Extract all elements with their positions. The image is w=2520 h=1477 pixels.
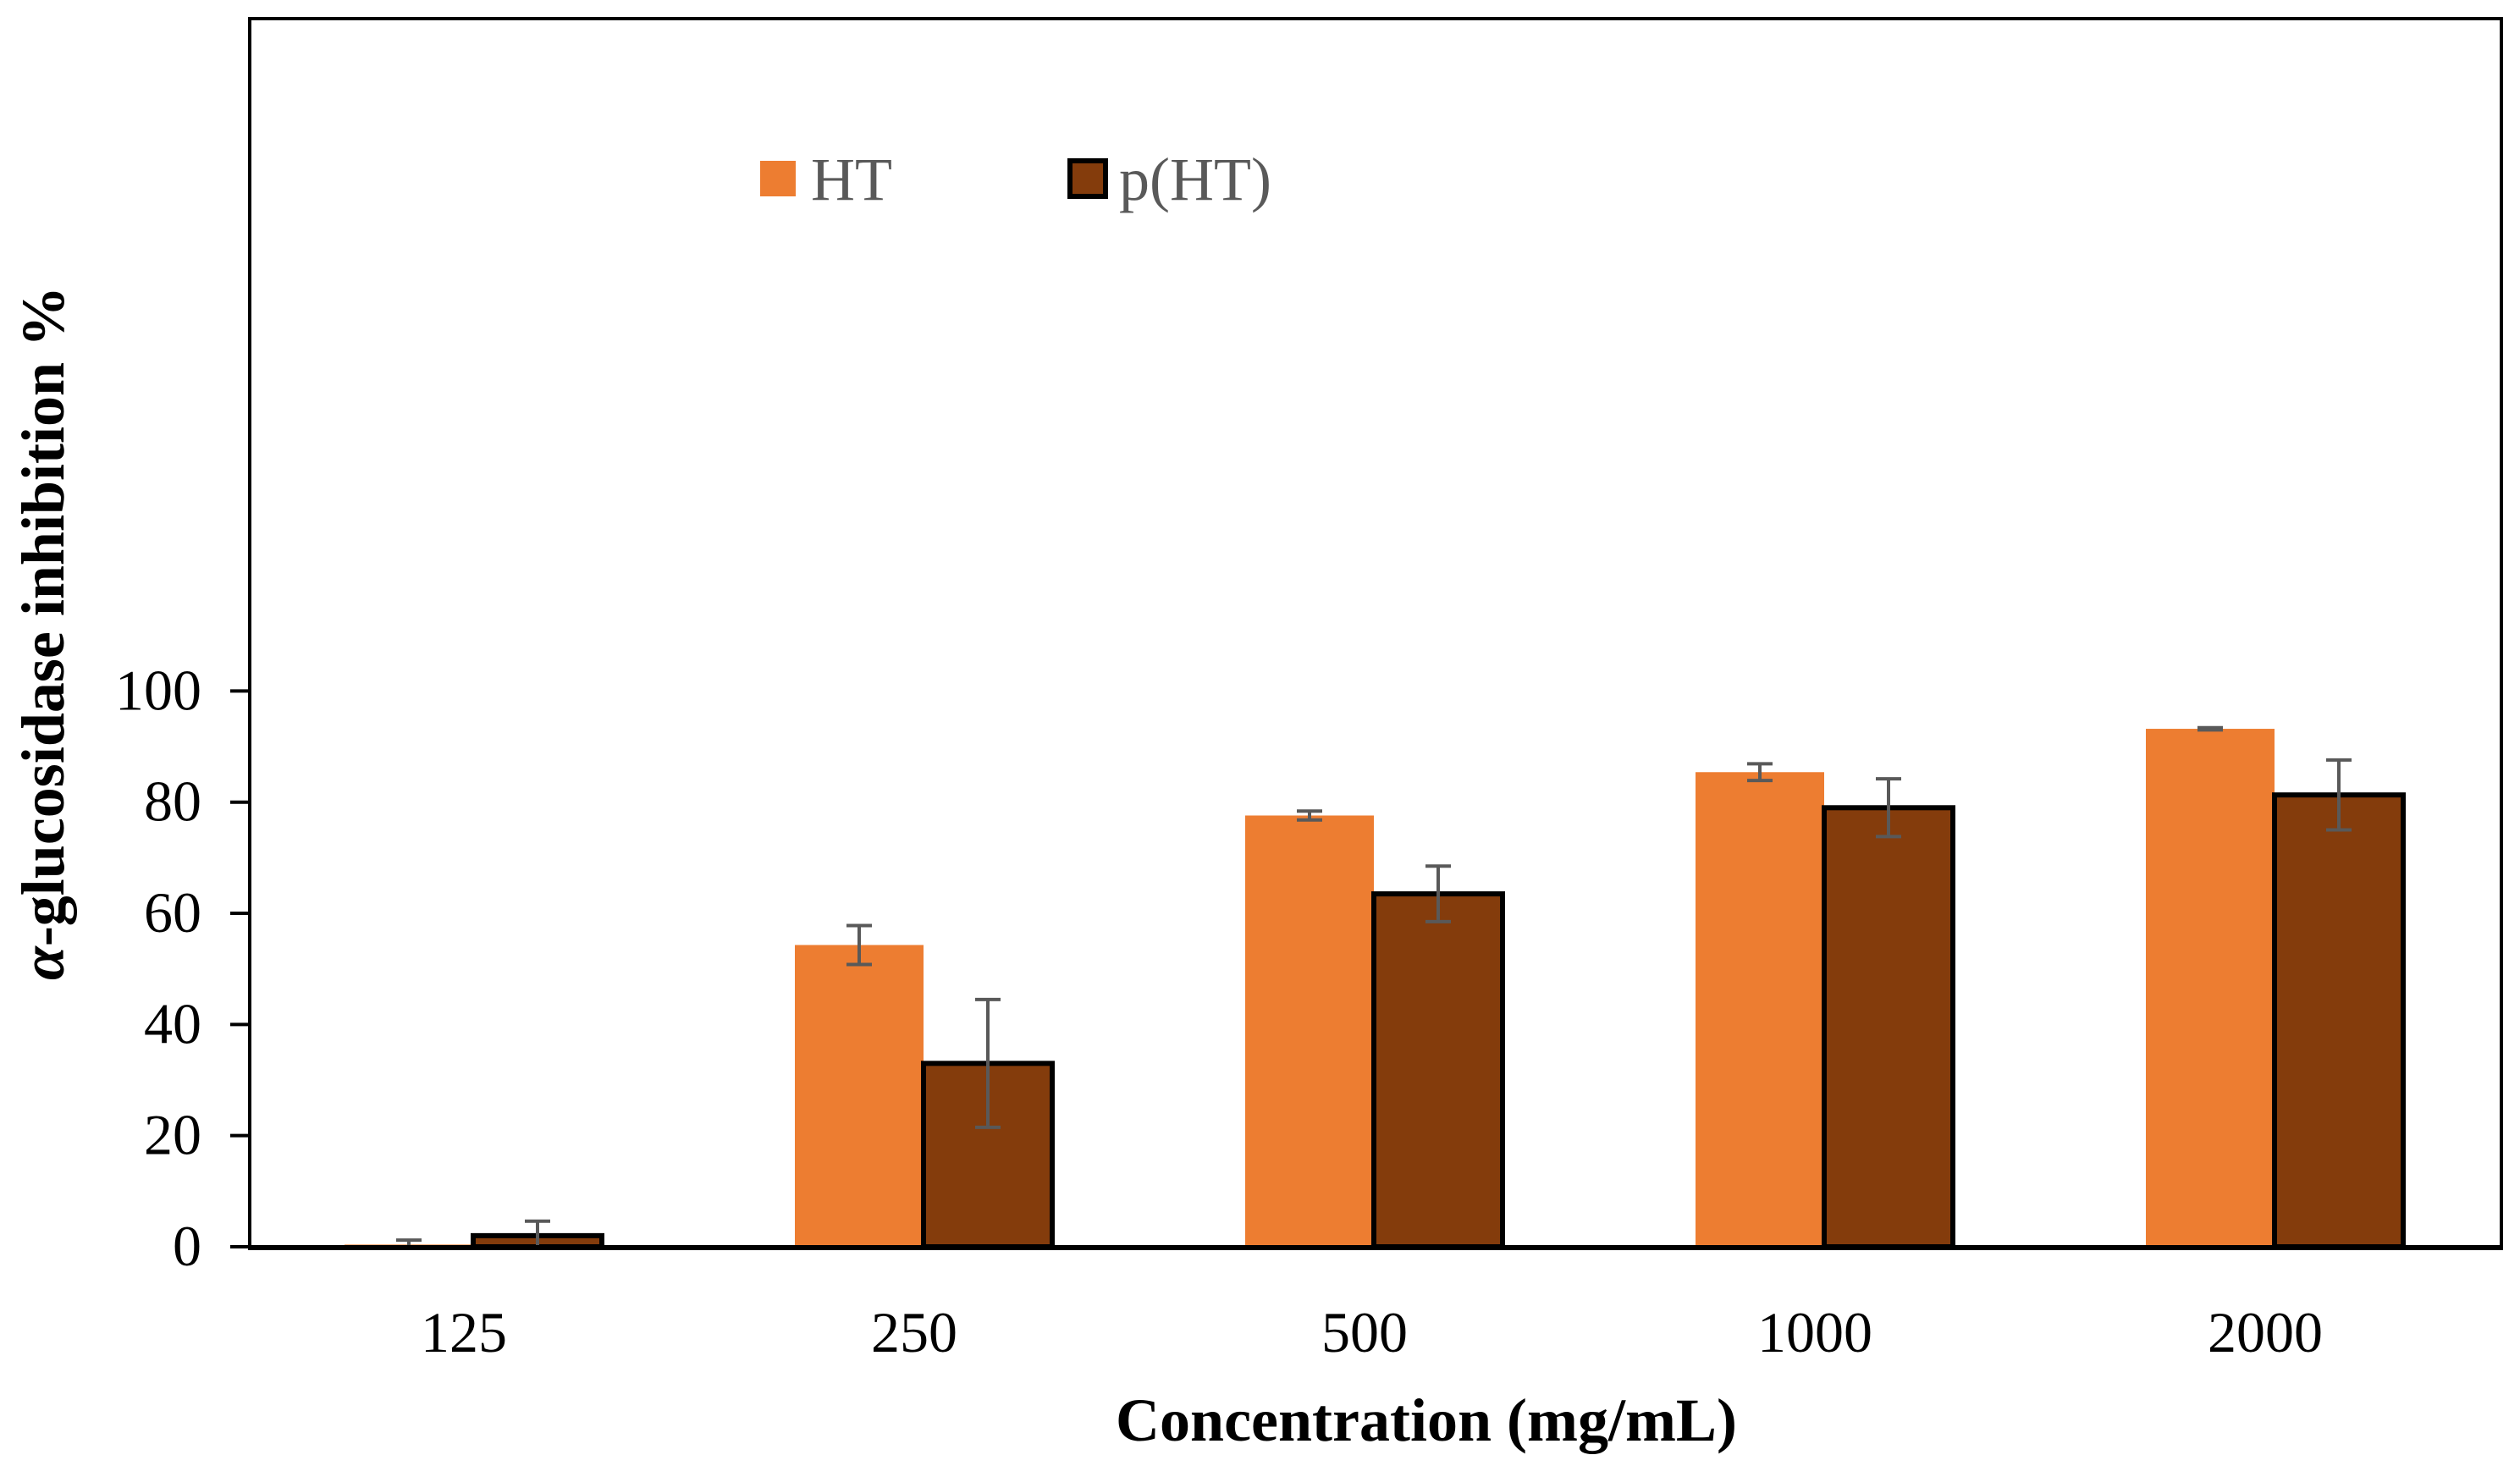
x-axis-title: Concentration (mg/mL) xyxy=(1116,1386,1737,1454)
x-axis: 125 250 500 1000 2000 xyxy=(421,1300,2323,1364)
legend: HT p(HT) xyxy=(760,146,1271,213)
y-tick-label: 0 xyxy=(173,1214,201,1278)
y-axis-title: α-glucosidase inhibition % xyxy=(9,286,77,980)
bar-ht-250 xyxy=(795,945,924,1247)
bar-ht-2000 xyxy=(2146,729,2275,1247)
bars-layer xyxy=(345,725,2406,1250)
y-axis: 0 20 40 60 80 100 xyxy=(115,658,250,1278)
bar-pht-1000 xyxy=(1822,805,1955,1249)
x-tick-label: 2000 xyxy=(2208,1300,2323,1364)
x-tick-label: 125 xyxy=(421,1300,507,1364)
bar-pht-2000 xyxy=(2272,792,2406,1249)
bar-pht-500 xyxy=(1371,891,1505,1249)
y-axis-title-rest: -glucosidase inhibition % xyxy=(9,286,77,946)
legend-label-ht: HT xyxy=(811,146,892,213)
y-axis-title-greek: α xyxy=(9,945,77,980)
x-tick-label: 1000 xyxy=(1757,1300,1872,1364)
y-tick-label: 60 xyxy=(144,880,201,945)
y-tick-label: 100 xyxy=(115,658,201,722)
y-tick-label: 20 xyxy=(144,1103,201,1167)
legend-swatch-ht xyxy=(760,161,796,196)
legend-label-pht: p(HT) xyxy=(1119,146,1271,213)
legend-swatch-pht xyxy=(1067,158,1108,199)
x-tick-label: 500 xyxy=(1321,1300,1408,1364)
y-tick-label: 40 xyxy=(144,991,201,1055)
x-tick-label: 250 xyxy=(871,1300,957,1364)
bar-ht-1000 xyxy=(1696,772,1824,1247)
bar-ht-500 xyxy=(1245,815,1374,1247)
y-tick-label: 80 xyxy=(144,769,201,834)
